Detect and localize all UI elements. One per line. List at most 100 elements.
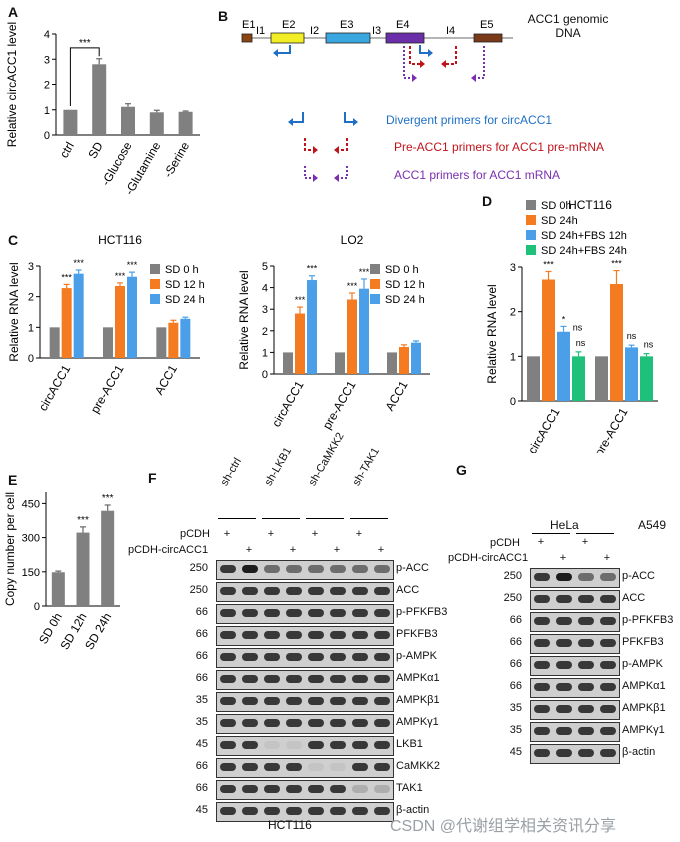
blot-strip bbox=[216, 670, 394, 690]
significance-label: ns bbox=[627, 331, 637, 341]
y-tick-label: 1 bbox=[510, 351, 516, 363]
protein-name-label: p-PFKFB3 bbox=[622, 614, 674, 626]
blot-strip bbox=[530, 634, 620, 654]
protein-band bbox=[556, 727, 572, 735]
y-axis-label: Relative circACC1 level bbox=[5, 22, 19, 147]
significance-label: *** bbox=[61, 272, 72, 282]
bar bbox=[115, 285, 125, 358]
legend-label: SD 24h bbox=[541, 215, 578, 227]
blot-strip bbox=[216, 802, 394, 822]
segment-i2: I2 bbox=[310, 25, 319, 37]
protein-band bbox=[220, 763, 236, 771]
molecular-weight-marker: 250 bbox=[503, 570, 522, 582]
molecular-weight-marker: 66 bbox=[195, 760, 208, 772]
protein-band bbox=[374, 741, 390, 749]
f-caption: HCT116 bbox=[268, 818, 312, 832]
legend-label: SD 12 h bbox=[165, 279, 205, 291]
molecular-weight-marker: 66 bbox=[195, 672, 208, 684]
y-tick-label: 0 bbox=[262, 369, 268, 381]
blot-strip bbox=[530, 568, 620, 588]
segment-e1: E1 bbox=[242, 19, 255, 31]
protein-band bbox=[556, 661, 572, 669]
bar bbox=[49, 327, 60, 358]
protein-band bbox=[220, 719, 236, 727]
protein-band bbox=[578, 573, 594, 581]
protein-band bbox=[242, 609, 258, 617]
protein-band bbox=[264, 807, 280, 815]
exon-4 bbox=[385, 32, 425, 44]
protein-band bbox=[242, 587, 258, 595]
protein-band bbox=[352, 653, 368, 661]
protein-name-label: PFKFB3 bbox=[622, 636, 664, 648]
blot-group-line bbox=[306, 518, 344, 519]
molecular-weight-marker: 66 bbox=[195, 650, 208, 662]
blot-group-line bbox=[350, 518, 388, 519]
protein-band bbox=[352, 785, 368, 793]
protein-band bbox=[600, 573, 616, 581]
protein-band bbox=[330, 587, 346, 595]
blot-strip bbox=[216, 626, 394, 646]
protein-band bbox=[264, 719, 280, 727]
protein-band bbox=[220, 697, 236, 705]
bar bbox=[295, 313, 305, 374]
bar bbox=[121, 106, 135, 135]
protein-name-label: p-AMPK bbox=[622, 658, 663, 670]
plus-sign: + bbox=[245, 544, 253, 556]
bar bbox=[103, 327, 113, 358]
y-axis-label: Copy number per cell bbox=[3, 492, 17, 606]
protein-band bbox=[242, 697, 258, 705]
molecular-weight-marker: 66 bbox=[195, 782, 208, 794]
protein-name-label: AMPKα1 bbox=[396, 672, 440, 684]
molecular-weight-marker: 66 bbox=[509, 680, 522, 692]
blot-strip bbox=[216, 692, 394, 712]
protein-band bbox=[600, 595, 616, 603]
protein-band bbox=[578, 595, 594, 603]
bar bbox=[572, 356, 585, 401]
y-tick-label: 3 bbox=[262, 304, 268, 316]
y-tick-label: 450 bbox=[22, 498, 40, 510]
protein-name-label: AMPKβ1 bbox=[396, 694, 440, 706]
legend-swatch bbox=[526, 215, 536, 225]
protein-band bbox=[264, 609, 280, 617]
x-tick-label: pre-ACC1 bbox=[320, 378, 359, 431]
protein-band bbox=[534, 639, 550, 647]
protein-band bbox=[330, 697, 346, 705]
protein-band bbox=[600, 705, 616, 713]
molecular-weight-marker: 250 bbox=[189, 562, 208, 574]
molecular-weight-marker: 35 bbox=[195, 716, 208, 728]
protein-band bbox=[374, 653, 390, 661]
bar bbox=[168, 322, 179, 358]
blot-group-line bbox=[262, 518, 300, 519]
y-axis-label: Relative RNA level bbox=[7, 262, 21, 361]
protein-band bbox=[242, 763, 258, 771]
blot-strip bbox=[530, 744, 620, 764]
protein-band bbox=[578, 639, 594, 647]
protein-band bbox=[220, 631, 236, 639]
protein-band bbox=[330, 719, 346, 727]
f-row-pcdh-circacc1-label: pCDH-circACC1 bbox=[128, 544, 209, 556]
blot-strip bbox=[216, 780, 394, 800]
protein-band bbox=[264, 631, 280, 639]
legend-swatch bbox=[150, 279, 160, 289]
legend-swatch bbox=[370, 279, 380, 289]
protein-band bbox=[220, 565, 236, 573]
protein-band bbox=[352, 609, 368, 617]
panel-label-b: B bbox=[218, 8, 229, 24]
protein-band bbox=[330, 565, 346, 573]
segment-i3: I3 bbox=[372, 25, 381, 37]
protein-band bbox=[556, 595, 572, 603]
plus-sign: + bbox=[537, 536, 545, 548]
protein-name-label: p-ACC bbox=[622, 570, 656, 582]
plus-sign: + bbox=[355, 528, 363, 540]
protein-band bbox=[308, 609, 324, 617]
significance-label: ns bbox=[573, 322, 583, 332]
y-tick-label: 4 bbox=[44, 29, 50, 41]
bar bbox=[63, 109, 78, 135]
legend-label: SD 12 h bbox=[385, 279, 425, 291]
molecular-weight-marker: 66 bbox=[195, 628, 208, 640]
protein-band bbox=[264, 785, 280, 793]
bar bbox=[73, 273, 84, 358]
genomic-title-line2: DNA bbox=[555, 26, 581, 40]
protein-band bbox=[374, 631, 390, 639]
